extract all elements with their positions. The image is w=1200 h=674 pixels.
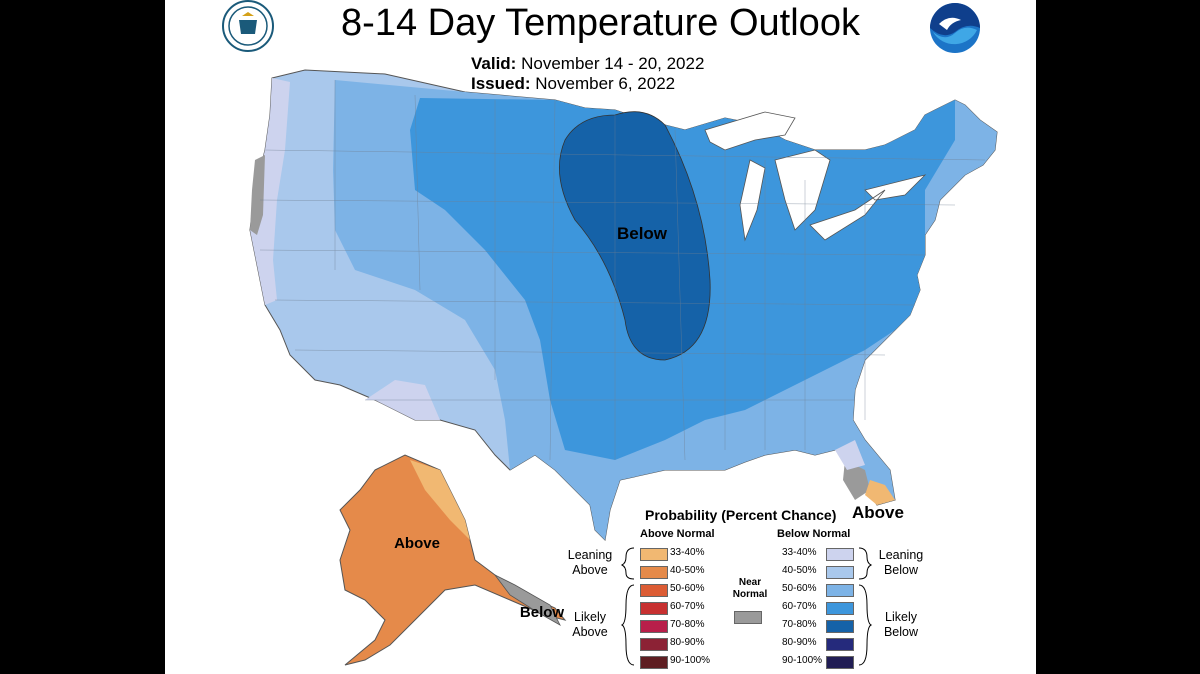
legend-above-range: 70-80% bbox=[670, 619, 705, 630]
legend-above-swatch bbox=[640, 602, 668, 615]
valid-dates: November 14 - 20, 2022 bbox=[521, 54, 705, 73]
legend-above-range: 33-40% bbox=[670, 547, 705, 558]
legend-near-normal: Near Normal bbox=[732, 577, 768, 600]
legend-above-header: Above Normal bbox=[640, 528, 715, 540]
legend-above-range: 50-60% bbox=[670, 583, 705, 594]
alaska-panhandle-near-normal bbox=[494, 574, 561, 626]
legend-below-swatch bbox=[826, 602, 854, 615]
map-title: 8-14 Day Temperature Outlook bbox=[341, 2, 860, 44]
legend-above-swatch bbox=[640, 620, 668, 633]
legend-right-braces bbox=[858, 547, 873, 666]
legend-above-swatch bbox=[640, 638, 668, 651]
legend-above-swatch bbox=[640, 548, 668, 561]
legend-likely-below: Likely Below bbox=[883, 610, 919, 639]
map-label-below-main: Below bbox=[617, 224, 668, 243]
legend-above-range: 60-70% bbox=[670, 601, 705, 612]
map-label-below-alaska: Below bbox=[520, 604, 565, 621]
legend-below-swatch bbox=[826, 548, 854, 561]
legend-below-range: 50-60% bbox=[782, 583, 817, 594]
alaska-outline bbox=[339, 454, 567, 666]
outlook-map-panel: 8-14 Day Temperature Outlook Valid: Nove… bbox=[165, 0, 1036, 674]
florida-near-normal bbox=[843, 460, 870, 500]
near-normal-oregon bbox=[250, 155, 265, 235]
legend-below-range: 80-90% bbox=[782, 637, 817, 648]
west-leaning-below bbox=[250, 78, 290, 305]
legend-below-range: 40-50% bbox=[782, 565, 817, 576]
legend-leaning-above: Leaning Above bbox=[567, 548, 613, 577]
legend-above-range: 40-50% bbox=[670, 565, 705, 576]
legend-above-range: 80-90% bbox=[670, 637, 705, 648]
issued-label: Issued: bbox=[471, 74, 531, 93]
legend-title: Probability (Percent Chance) bbox=[645, 507, 837, 523]
legend-likely-above: Likely Above bbox=[572, 610, 608, 639]
map-label-above-florida: Above bbox=[852, 503, 904, 522]
state-boundaries bbox=[259, 80, 986, 461]
legend-left-braces bbox=[620, 547, 635, 666]
legend-below-swatch bbox=[826, 656, 854, 669]
florida-leaning-below bbox=[835, 440, 865, 470]
legend-above-range: 90-100% bbox=[670, 655, 711, 666]
great-lakes bbox=[704, 111, 927, 242]
map-label-above-alaska: Above bbox=[394, 535, 440, 552]
temperature-outlook-map: Below Above Below Above bbox=[249, 69, 998, 666]
issued-date: November 6, 2022 bbox=[535, 74, 676, 93]
alaska-leaning-above bbox=[410, 460, 470, 540]
issued-line: Issued: November 6, 2022 bbox=[471, 74, 675, 94]
legend-below-swatch bbox=[826, 638, 854, 651]
legend-leaning-below: Leaning Below bbox=[878, 548, 924, 577]
valid-line: Valid: November 14 - 20, 2022 bbox=[471, 54, 704, 74]
legend-below-range: 70-80% bbox=[782, 619, 817, 630]
legend-below-range: 60-70% bbox=[782, 601, 817, 612]
band-70-80 bbox=[559, 111, 711, 361]
valid-label: Valid: bbox=[471, 54, 517, 73]
legend-below-swatch bbox=[826, 620, 854, 633]
doc-seal-icon bbox=[222, 0, 274, 52]
legend-below-range: 90-100% bbox=[782, 655, 823, 666]
legend-below-swatch bbox=[826, 566, 854, 579]
legend-below-swatch bbox=[826, 584, 854, 597]
legend-above-swatch bbox=[640, 566, 668, 579]
legend-above-swatch bbox=[640, 656, 668, 669]
noaa-logo-icon bbox=[930, 3, 980, 53]
legend-below-header: Below Normal bbox=[777, 528, 851, 540]
legend-below-range: 33-40% bbox=[782, 547, 817, 558]
legend-near-normal-swatch bbox=[734, 611, 762, 624]
legend-above-swatch bbox=[640, 584, 668, 597]
florida-leaning-above bbox=[865, 480, 895, 505]
